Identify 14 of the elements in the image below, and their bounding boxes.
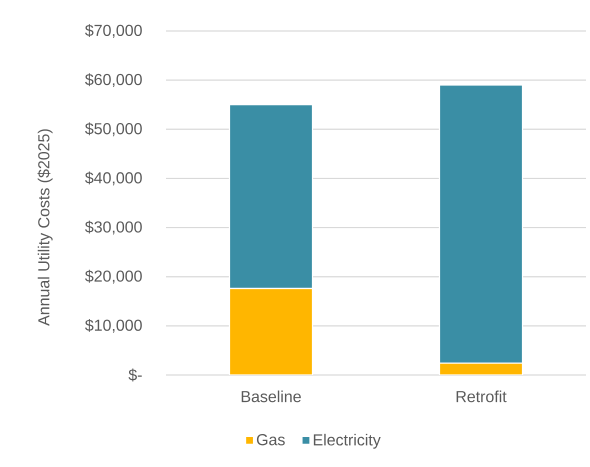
y-tick-label: $10,000 [85, 318, 142, 333]
y-tick-label: $20,000 [85, 270, 142, 284]
bar [228, 288, 314, 375]
y-tick-label: $40,000 [85, 172, 142, 186]
y-tick-label: $- [128, 368, 142, 382]
y-tick-label: $60,000 [85, 73, 142, 88]
legend-label: Gas [256, 434, 285, 446]
y-tick-label: $30,000 [85, 220, 142, 234]
y-axis-title: Annual Utility Costs ($2025) [37, 129, 53, 326]
y-tick-label: $50,000 [85, 122, 142, 136]
legend-label: Electricity [314, 434, 381, 449]
x-tick-label: Baseline [242, 390, 301, 402]
y-tick-label: $70,000 [85, 24, 142, 38]
x-tick-label: Retrofit [456, 390, 507, 402]
